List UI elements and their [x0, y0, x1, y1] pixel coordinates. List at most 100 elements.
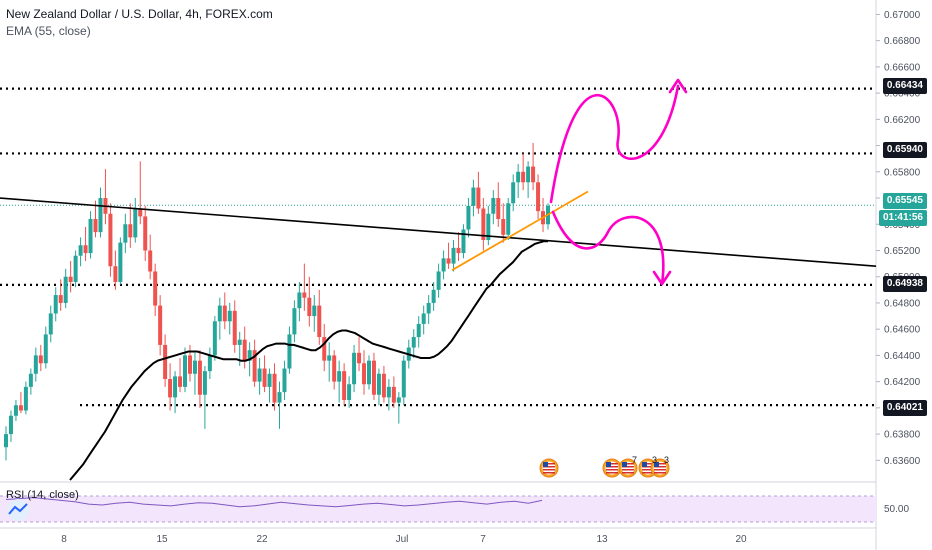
candle-body — [436, 271, 441, 290]
price-axis-tick-label: 0.63800 — [884, 430, 921, 441]
candle-body — [526, 166, 531, 183]
candle-body — [43, 334, 48, 364]
us-flag-icon-canton — [543, 462, 548, 467]
candle-body — [272, 373, 277, 403]
candle-body — [252, 350, 257, 382]
candle-body — [247, 350, 252, 361]
candle-body — [73, 255, 78, 282]
candle-body — [123, 224, 128, 243]
candle-body — [118, 242, 123, 282]
candle-body — [386, 386, 391, 398]
price-axis-tick-label: 0.63600 — [884, 456, 921, 467]
event-count-badge: 7 — [632, 455, 637, 465]
candle-body — [232, 310, 237, 345]
price-axis-tick-label: 0.66600 — [884, 62, 921, 73]
candle-body — [197, 360, 202, 395]
us-flag-icon-stripe — [622, 466, 634, 468]
price-tag-current: 0.65545 — [882, 193, 927, 209]
candle-body — [178, 376, 183, 387]
price-axis-tick-label: 0.64800 — [884, 298, 921, 309]
us-flag-icon-stripe — [543, 463, 555, 465]
candle-body — [347, 384, 352, 400]
us-flag-icon — [618, 458, 638, 478]
us-flag-icon-stripe — [606, 466, 618, 468]
time-axis-tick-label: 8 — [61, 534, 67, 545]
price-axis-tick-label: 0.64600 — [884, 325, 921, 336]
candle-body — [207, 355, 212, 372]
candle-body — [242, 339, 247, 361]
candle-body — [536, 182, 541, 212]
time-axis-tick-label: 15 — [156, 534, 168, 545]
candle-body — [401, 360, 406, 398]
candle-body — [471, 187, 476, 206]
price-tag-countdown: 01:41:56 — [878, 210, 927, 226]
candle-body — [93, 219, 98, 233]
candle-body — [53, 295, 58, 314]
candle-body — [282, 368, 287, 393]
event-count-badge: 3 — [652, 455, 657, 465]
candle-body — [327, 355, 332, 361]
candle-body — [501, 219, 506, 235]
candle-body — [381, 373, 386, 398]
us-flag-icon-stripe — [543, 466, 555, 468]
bullish-arrowhead — [668, 78, 688, 94]
time-axis-tick-label: 22 — [256, 534, 268, 545]
candle-body — [108, 213, 113, 267]
symbol-title: New Zealand Dollar / U.S. Dollar, 4h, FO… — [6, 7, 273, 21]
candle-body — [202, 371, 207, 395]
bearish-arrowhead — [652, 270, 672, 286]
candle-body — [431, 289, 436, 303]
candle-body — [481, 208, 486, 240]
us-flag-icon-canton — [654, 462, 659, 467]
candle-body — [491, 198, 496, 214]
candle-body — [187, 355, 192, 374]
candle-body — [23, 386, 28, 411]
bullish-forecast-arrow — [549, 84, 680, 204]
us-flag-icon-stripe — [654, 466, 666, 468]
rsi-band — [0, 496, 876, 522]
candle-body — [362, 363, 367, 385]
candle-body — [78, 245, 83, 256]
candle-body — [391, 386, 396, 403]
candle-body — [38, 355, 43, 364]
us-flag-icon-stripe — [654, 463, 666, 465]
candle-body — [83, 245, 88, 254]
tradingview-logo — [7, 499, 29, 521]
us-flag-icon-stripe — [642, 463, 654, 465]
us-flag-icon-stripe — [654, 469, 666, 471]
candle-body — [183, 355, 188, 387]
rsi-axis-value: 50.00 — [884, 504, 909, 515]
candle-body — [416, 323, 421, 338]
candle-body — [58, 295, 63, 303]
candle-body — [317, 305, 322, 338]
candle-body — [516, 171, 521, 183]
time-axis-tick-label: 20 — [735, 534, 747, 545]
candle-body — [287, 334, 292, 369]
us-flag-icon-stripe — [622, 463, 634, 465]
us-flag-icon-stripe — [543, 472, 555, 474]
us-flag-icon-canton — [606, 462, 611, 467]
candle-body — [8, 415, 13, 435]
candle-body — [531, 166, 536, 183]
price-axis-tick-label: 0.64200 — [884, 377, 921, 388]
candle-body — [456, 247, 461, 254]
candle-body — [352, 352, 357, 385]
candle-body — [411, 337, 416, 348]
price-axis-tick-label: 0.66400 — [884, 89, 921, 100]
candle-body — [506, 203, 511, 235]
time-axis-tick-label: 7 — [480, 534, 486, 545]
time-axis-tick-label: 13 — [596, 534, 608, 545]
candle-body — [168, 379, 173, 398]
us-flag-icon — [539, 458, 559, 478]
price-tag-level-3: 0.64938 — [882, 276, 927, 292]
candle-body — [153, 271, 158, 306]
descending-trendline — [0, 197, 877, 268]
candle-body — [451, 247, 456, 264]
candle-body — [128, 224, 133, 238]
candle-body — [18, 405, 23, 411]
candle-body — [68, 276, 73, 282]
candle-body — [48, 313, 53, 335]
candle-body — [227, 310, 232, 322]
us-flag-icon-stripe — [622, 472, 634, 474]
